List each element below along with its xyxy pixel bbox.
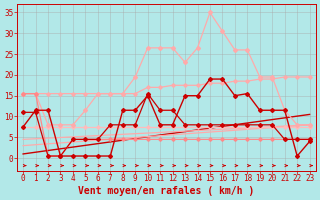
X-axis label: Vent moyen/en rafales ( km/h ): Vent moyen/en rafales ( km/h ): [78, 186, 254, 196]
